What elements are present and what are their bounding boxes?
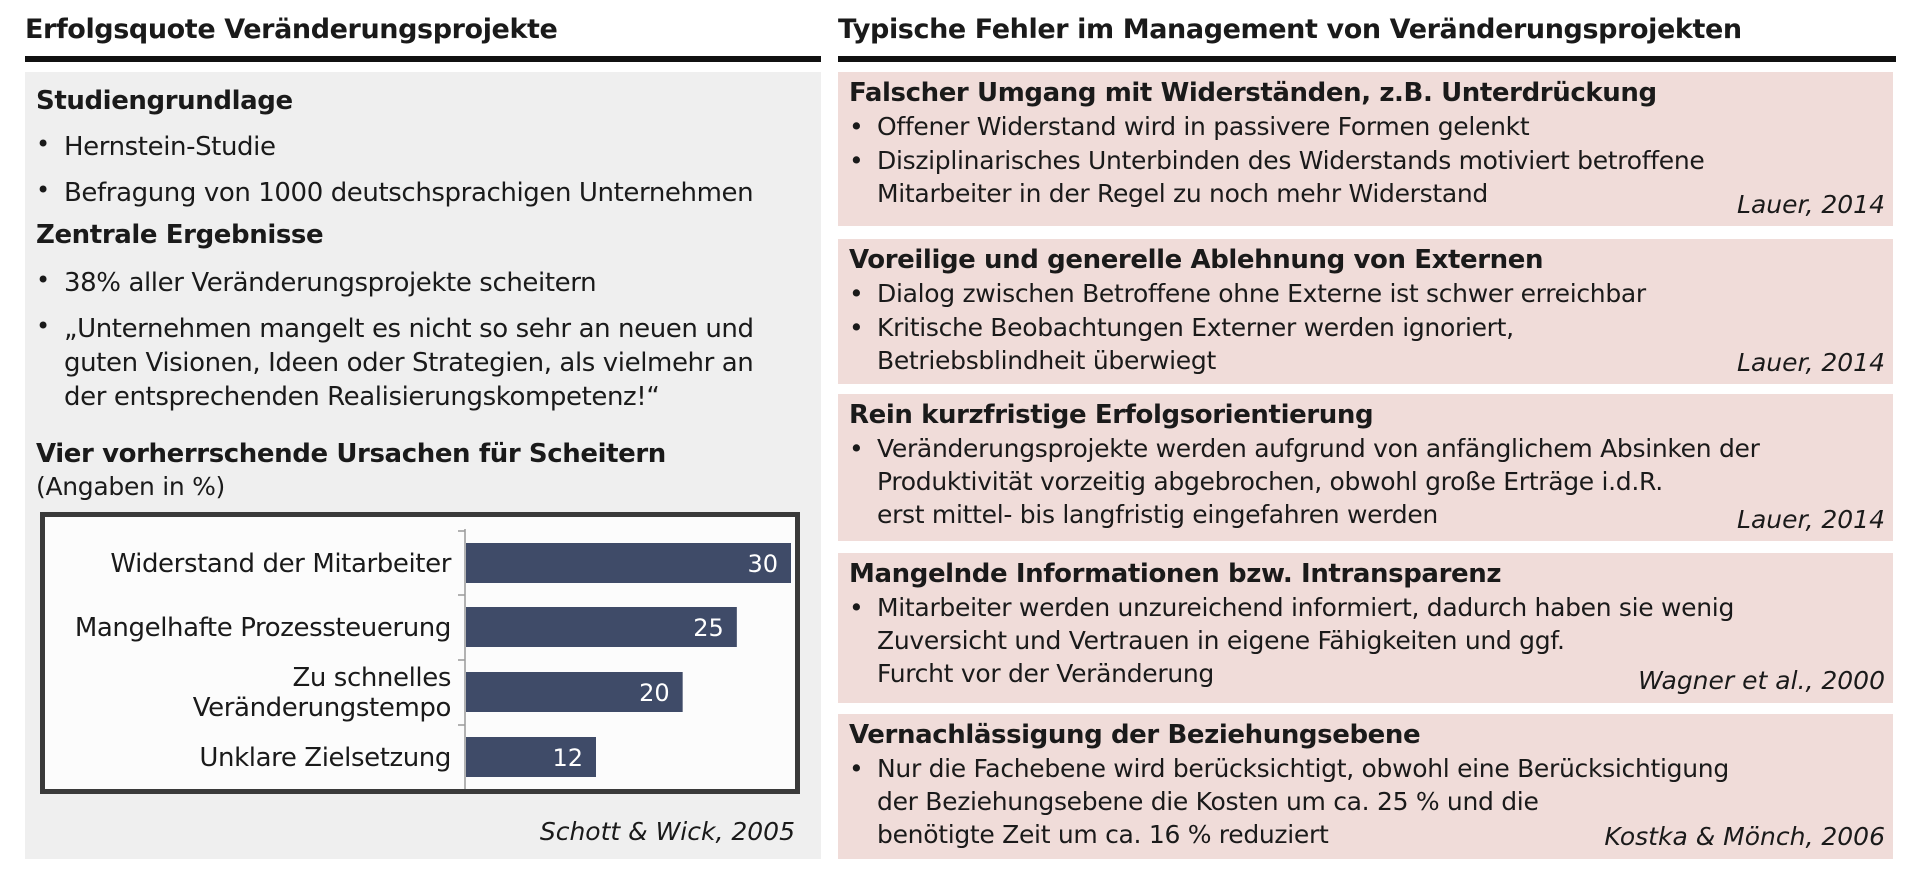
right-title-rule (838, 56, 1896, 62)
error-box-citation: Lauer, 2014 (1737, 348, 1885, 377)
bullet-dot: • (849, 112, 864, 141)
causes-chart-frame: 30 Widerstand der Mitarbeiter 25 Mangelhaft… (40, 512, 800, 794)
error-bullet-text: Kritische Beobachtungen Externer werden … (877, 313, 1514, 342)
chart-value-label: 20 (639, 679, 670, 707)
error-bullet-text: Offener Widerstand wird in passivere For… (877, 112, 1530, 141)
chart-category-label: Widerstand der Mitarbeiter (110, 549, 451, 579)
bullet-dot: • (849, 146, 864, 175)
error-bullet-text: Betriebsblindheit überwiegt (877, 346, 1216, 375)
bullet-dot: • (849, 593, 864, 622)
error-bullet-text: erst mittel- bis langfristig eingefahren… (877, 500, 1438, 529)
error-box-heading: Falscher Umgang mit Widerständen, z.B. U… (849, 78, 1657, 108)
chart-bar (466, 543, 791, 583)
error-box-2: Voreilige und generelle Ablehnung von Ex… (838, 239, 1893, 384)
causes-heading: Vier vorherrschende Ursachen für Scheite… (36, 439, 666, 469)
chart-value-label: 25 (693, 614, 724, 642)
error-bullet-text: Veränderungsprojekte werden aufgrund von… (877, 434, 1760, 463)
chart-category-label: Veränderungstempo (193, 693, 451, 723)
study-bullet-2-text: Befragung von 1000 deutschsprachigen Unt… (64, 178, 754, 208)
error-bullet-text: Disziplinarisches Unterbinden des Widers… (877, 146, 1705, 175)
study-heading: Studiengrundlage (36, 86, 293, 116)
causes-subheading: (Angaben in %) (36, 472, 225, 501)
error-bullet-text: Furcht vor der Veränderung (877, 659, 1214, 688)
error-box-citation: Lauer, 2014 (1737, 190, 1885, 219)
chart-value-label: 30 (747, 550, 778, 578)
error-box-citation: Wagner et al., 2000 (1638, 666, 1885, 695)
error-box-heading: Rein kurzfristige Erfolgsorientierung (849, 400, 1374, 430)
right-column-title: Typische Fehler im Management von Veränd… (838, 14, 1742, 45)
error-box-heading: Vernachlässigung der Beziehungsebene (849, 720, 1421, 750)
error-bullet-text: benötigte Zeit um ca. 16 % reduziert (877, 820, 1329, 849)
results-heading: Zentrale Ergebnisse (36, 220, 324, 250)
chart-bar (466, 672, 683, 712)
bullet-dot: • (849, 279, 864, 308)
study-bullet-1-text: Hernstein-Studie (64, 132, 276, 162)
error-box-heading: Voreilige und generelle Ablehnung von Ex… (849, 245, 1544, 275)
bullet-dot: • (849, 754, 864, 783)
results-quote-line-3: der entsprechenden Realisierungskompeten… (64, 382, 660, 412)
left-column-title: Erfolgsquote Veränderungsprojekte (25, 14, 558, 45)
bullet-dot: • (849, 313, 864, 342)
chart-citation: Schott & Wick, 2005 (539, 817, 795, 846)
results-quote-line-1: „Unternehmen mangelt es nicht so sehr an… (64, 314, 754, 344)
left-title-rule (25, 56, 821, 62)
chart-category-label: Zu schnelles (292, 663, 451, 693)
error-bullet-text: Produktivität vorzeitig abgebrochen, obw… (877, 467, 1663, 496)
chart-category-label: Unklare Zielsetzung (199, 743, 451, 773)
error-bullet-text: der Beziehungsebene die Kosten um ca. 25… (877, 787, 1539, 816)
chart-bar (466, 737, 596, 777)
error-bullet-text: Mitarbeiter werden unzureichend informie… (877, 593, 1735, 622)
bullet-dot: • (36, 176, 50, 204)
chart-value-label: 12 (552, 744, 583, 772)
error-bullet-text: Nur die Fachebene wird berücksichtigt, o… (877, 754, 1729, 783)
error-bullet-text: Zuversicht und Vertrauen in eigene Fähig… (877, 626, 1565, 655)
error-box-3: Rein kurzfristige Erfolgsorientierung • … (838, 394, 1893, 541)
study-panel: Studiengrundlage • Hernstein-Studie • Be… (25, 72, 821, 859)
bullet-dot: • (36, 130, 50, 158)
error-bullet-text: Mitarbeiter in der Regel zu noch mehr Wi… (877, 179, 1489, 208)
chart-bar (466, 607, 737, 647)
bullet-dot: • (849, 434, 864, 463)
bullet-dot: • (36, 312, 50, 340)
error-box-heading: Mangelnde Informationen bzw. Intranspare… (849, 559, 1502, 589)
error-bullet-text: Dialog zwischen Betroffene ohne Externe … (877, 279, 1646, 308)
results-quote-line-2: guten Visionen, Ideen oder Strategien, a… (64, 348, 754, 378)
bullet-dot: • (36, 266, 50, 294)
error-box-4: Mangelnde Informationen bzw. Intranspare… (838, 553, 1893, 703)
error-box-citation: Lauer, 2014 (1737, 505, 1885, 534)
error-box-5: Vernachlässigung der Beziehungsebene • N… (838, 714, 1893, 859)
error-box-1: Falscher Umgang mit Widerständen, z.B. U… (838, 72, 1893, 226)
error-box-citation: Kostka & Mönch, 2006 (1604, 822, 1885, 851)
results-bullet-1-text: 38% aller Veränderungsprojekte scheitern (64, 268, 597, 298)
chart-category-label: Mangelhafte Prozessteuerung (75, 613, 451, 643)
causes-bar-chart: 30 Widerstand der Mitarbeiter 25 Mangelhaft… (75, 529, 791, 789)
